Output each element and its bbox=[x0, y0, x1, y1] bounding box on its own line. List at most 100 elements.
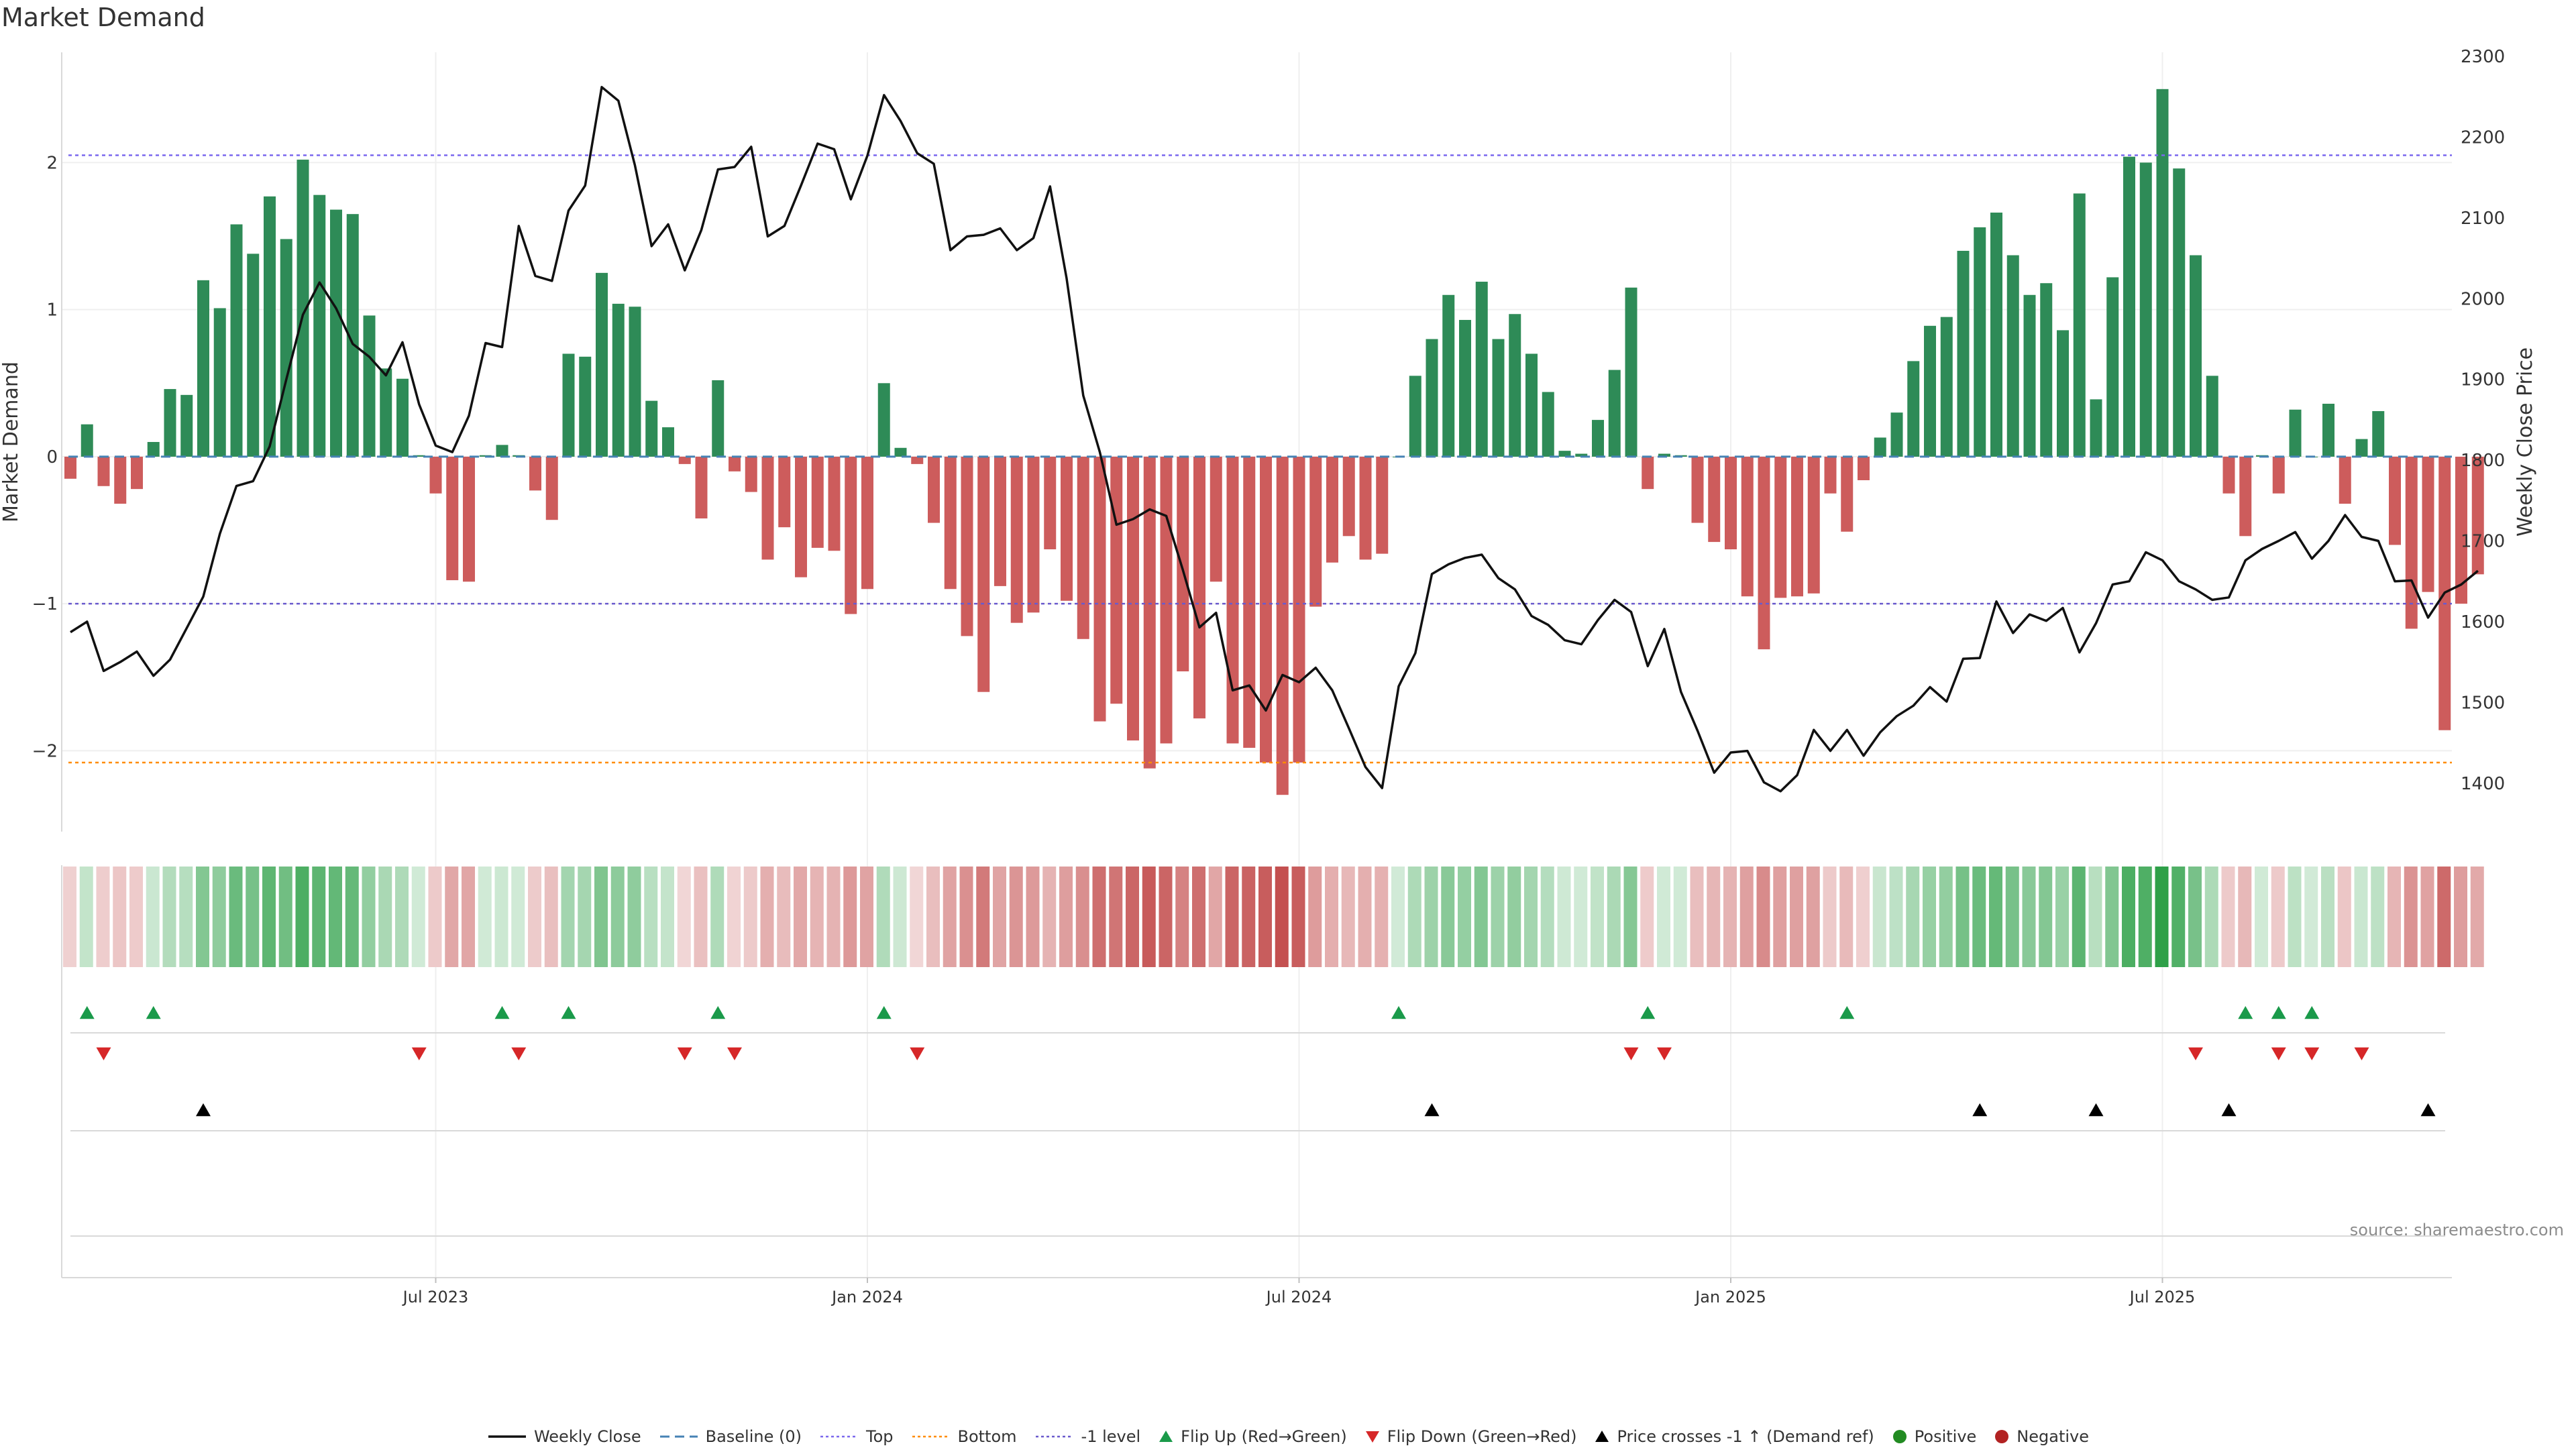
flip-up-marker bbox=[494, 1006, 510, 1019]
legend-label: -1 level bbox=[1081, 1427, 1141, 1446]
demand-bar bbox=[662, 427, 674, 457]
demand-bar bbox=[1243, 456, 1256, 748]
heat-cell bbox=[1225, 867, 1239, 967]
y2-tick-label: 1900 bbox=[2461, 370, 2505, 390]
page-title: Market Demand bbox=[1, 3, 205, 32]
legend-label: Weekly Close bbox=[533, 1427, 641, 1446]
demand-bar bbox=[1940, 317, 1953, 457]
flip-down-marker bbox=[2304, 1047, 2320, 1060]
heat-cell bbox=[694, 867, 708, 967]
demand-bar bbox=[1924, 325, 1936, 457]
heat-cell bbox=[2470, 867, 2484, 967]
demand-bar bbox=[1342, 456, 1355, 537]
demand-bar bbox=[2206, 376, 2218, 457]
demand-bar bbox=[197, 280, 209, 457]
price-cross-marker bbox=[2420, 1103, 2436, 1117]
y-tick-label: 2 bbox=[46, 153, 58, 173]
heat-cell bbox=[1756, 867, 1770, 967]
demand-bar bbox=[1974, 227, 1986, 457]
heat-cell bbox=[2122, 867, 2135, 967]
flip-up-marker bbox=[79, 1006, 95, 1019]
heat-cell bbox=[1989, 867, 2002, 967]
demand-bar bbox=[1858, 456, 1870, 481]
y2-tick-label: 1600 bbox=[2461, 612, 2505, 632]
demand-bar bbox=[1525, 353, 1538, 457]
heat-cell bbox=[1258, 867, 1272, 967]
heat-cell bbox=[1424, 867, 1438, 967]
demand-bar bbox=[1625, 287, 1638, 457]
demand-bar bbox=[1442, 294, 1455, 457]
heat-cell bbox=[810, 867, 824, 967]
heat-cell bbox=[2454, 867, 2467, 967]
heat-cell bbox=[1856, 867, 1870, 967]
flip-down-marker bbox=[96, 1047, 111, 1060]
heat-cell bbox=[1175, 867, 1189, 967]
flip-down-marker bbox=[1623, 1047, 1639, 1060]
legend-item-negative: Negative bbox=[1994, 1427, 2089, 1446]
heat-cell bbox=[1192, 867, 1205, 967]
demand-bar bbox=[612, 303, 625, 457]
heat-cell bbox=[1159, 867, 1173, 967]
demand-bar bbox=[1459, 320, 1471, 457]
heat-cell bbox=[926, 867, 940, 967]
demand-bar bbox=[1177, 456, 1189, 672]
demand-bar bbox=[2090, 399, 2102, 457]
demand-bar bbox=[213, 308, 226, 457]
demand-bar bbox=[1010, 456, 1023, 623]
demand-bar bbox=[2289, 409, 2302, 457]
demand-bar bbox=[778, 456, 791, 528]
heat-cell bbox=[2088, 867, 2102, 967]
heat-cell bbox=[1955, 867, 1970, 967]
demand-bar bbox=[2190, 255, 2202, 457]
heat-cell bbox=[2304, 867, 2318, 967]
demand-bar bbox=[911, 456, 924, 464]
demand-bar bbox=[1492, 339, 1505, 457]
demand-bar bbox=[2355, 439, 2368, 457]
price-cross-marker bbox=[196, 1103, 211, 1117]
flip-down-marker bbox=[2271, 1047, 2286, 1060]
heat-cell bbox=[295, 867, 309, 967]
heat-cell bbox=[1972, 867, 1986, 967]
heat-cell bbox=[1491, 867, 1505, 967]
heat-cell bbox=[229, 867, 243, 967]
heat-cell bbox=[727, 867, 741, 967]
demand-bar bbox=[1326, 456, 1338, 563]
heat-cell bbox=[462, 867, 475, 967]
heat-cell bbox=[1673, 867, 1687, 967]
legend-item-bottom: Bottom bbox=[911, 1427, 1017, 1446]
heat-cell bbox=[129, 867, 143, 967]
heat-cell bbox=[610, 867, 625, 967]
heat-cell bbox=[411, 867, 425, 967]
heat-cell bbox=[2437, 867, 2451, 967]
demand-bar bbox=[363, 315, 376, 457]
flip-up-marker bbox=[2304, 1006, 2320, 1019]
demand-bar bbox=[164, 389, 176, 457]
demand-bar bbox=[944, 456, 957, 590]
heat-cell bbox=[2321, 867, 2334, 967]
heat-cell bbox=[2337, 867, 2351, 967]
flip-down-marker bbox=[411, 1047, 427, 1060]
demand-bar bbox=[2057, 330, 2069, 457]
flip-up-marker bbox=[2271, 1006, 2286, 1019]
heat-cell bbox=[1707, 867, 1721, 967]
heat-cell bbox=[113, 867, 127, 967]
demand-bar bbox=[330, 209, 342, 457]
heat-cell bbox=[312, 867, 326, 967]
demand-bar bbox=[1260, 456, 1272, 763]
demand-bar bbox=[1725, 456, 1737, 550]
flip-up-marker bbox=[1839, 1006, 1855, 1019]
demand-bar bbox=[2272, 456, 2285, 494]
demand-bar bbox=[2156, 89, 2169, 457]
demand-bar bbox=[1293, 456, 1305, 763]
legend-label: Price crosses -1 ↑ (Demand ref) bbox=[1617, 1427, 1874, 1446]
flip-down-marker bbox=[1657, 1047, 1672, 1060]
demand-bar bbox=[1890, 412, 1903, 457]
demand-bar bbox=[877, 383, 890, 457]
demand-bar bbox=[1957, 250, 1970, 457]
heat-cell bbox=[262, 867, 276, 967]
cross-swatch-icon bbox=[1595, 1431, 1609, 1442]
demand-bar bbox=[2372, 410, 2385, 457]
heat-cell bbox=[1026, 867, 1040, 967]
heat-cell bbox=[959, 867, 973, 967]
flip-down-swatch-icon bbox=[1365, 1431, 1379, 1443]
